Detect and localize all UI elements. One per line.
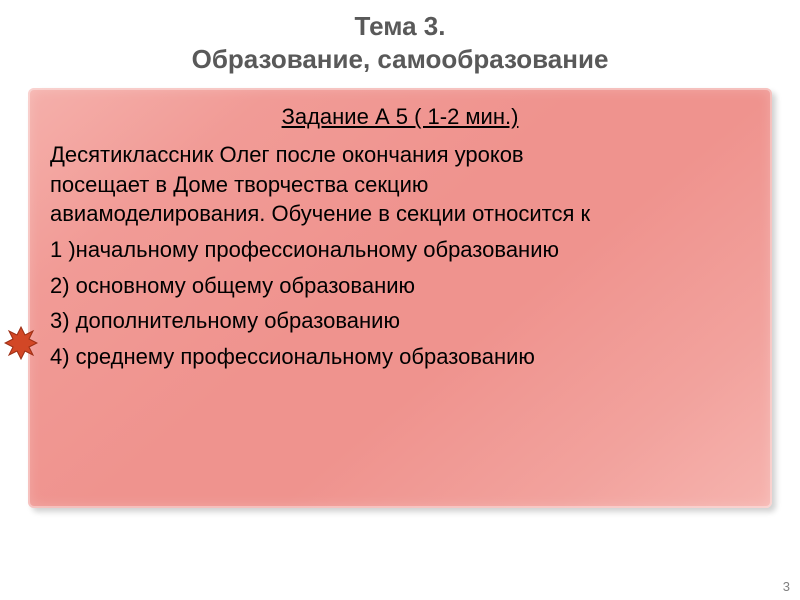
- star-shape: [5, 327, 37, 359]
- title-line-2: Образование, самообразование: [0, 43, 800, 76]
- slide: Тема 3. Образование, самообразование Зад…: [0, 0, 800, 600]
- option-2: 2) основному общему образованию: [50, 271, 750, 301]
- correct-answer-star-icon: [4, 326, 38, 360]
- task-body: Десятиклассник Олег после окончания урок…: [50, 140, 750, 229]
- page-number: 3: [783, 579, 790, 594]
- content-box: Задание А 5 ( 1-2 мин.) Десятиклассник О…: [28, 88, 772, 508]
- option-3: 3) дополнительному образованию: [50, 306, 750, 336]
- title-line-1: Тема 3.: [0, 10, 800, 43]
- slide-title: Тема 3. Образование, самообразование: [0, 0, 800, 89]
- option-1: 1 )начальному профессиональному образова…: [50, 235, 750, 265]
- task-heading: Задание А 5 ( 1-2 мин.): [50, 104, 750, 130]
- option-4: 4) среднему профессиональному образовани…: [50, 342, 750, 372]
